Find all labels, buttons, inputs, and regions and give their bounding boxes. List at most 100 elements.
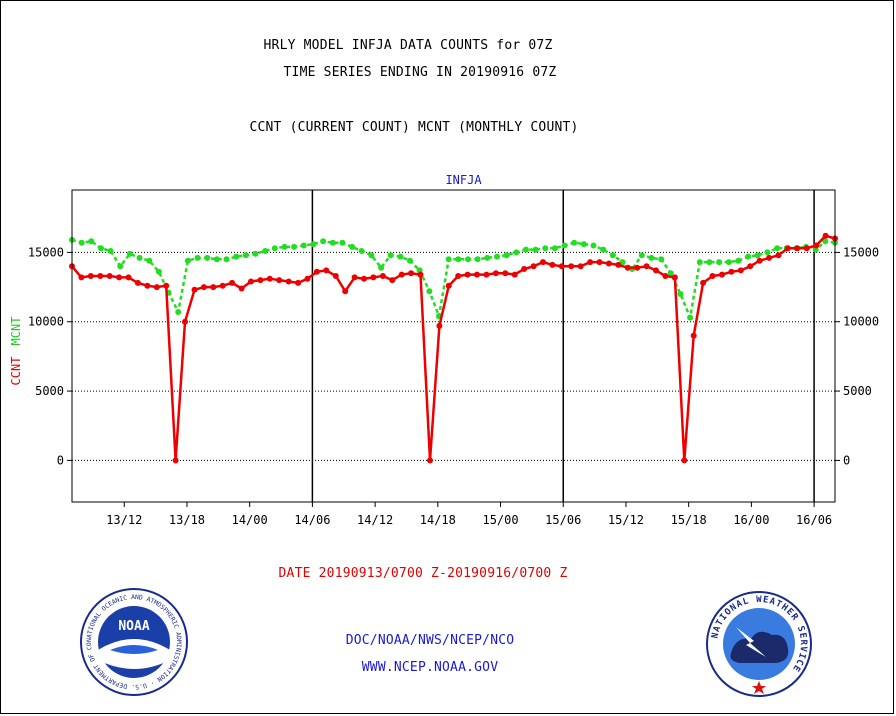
y-tick-label-left: 10000: [28, 315, 64, 329]
data-point-ccnt: [653, 267, 659, 274]
data-point-mcnt: [503, 252, 510, 259]
data-point-ccnt: [78, 274, 85, 281]
data-point-ccnt: [144, 282, 151, 289]
data-point-ccnt: [229, 279, 236, 286]
y-tick-label-right: 5000: [843, 384, 872, 398]
axis-layer: 0 0 5000 5000 10000 10000 15000 15000 13/12 13/18…: [28, 245, 879, 527]
data-point-mcnt: [754, 252, 761, 259]
data-point-ccnt: [417, 271, 424, 278]
data-point-ccnt: [210, 284, 217, 291]
data-point-ccnt: [483, 271, 490, 278]
data-point-mcnt: [745, 253, 752, 260]
data-point-mcnt: [638, 252, 645, 259]
data-point-mcnt: [822, 238, 829, 245]
data-point-mcnt: [426, 288, 433, 295]
data-point-mcnt: [281, 243, 288, 250]
data-point-ccnt: [681, 457, 688, 464]
data-point-mcnt: [600, 246, 607, 253]
data-point-ccnt: [304, 275, 311, 282]
data-point-ccnt: [87, 273, 94, 279]
data-point-ccnt: [398, 271, 405, 278]
data-point-ccnt: [248, 278, 254, 285]
data-point-ccnt: [794, 245, 801, 252]
data-point-mcnt: [117, 263, 124, 270]
y-axis-label-mcnt: MCNT: [9, 317, 23, 346]
x-tick-label: 14/00: [232, 513, 268, 527]
data-point-mcnt: [175, 309, 182, 315]
data-point-mcnt: [252, 250, 259, 257]
data-point-ccnt: [530, 263, 537, 270]
data-point-mcnt: [368, 252, 375, 259]
data-point-mcnt: [407, 257, 413, 264]
data-point-mcnt: [494, 253, 500, 260]
x-tick-label: 16/00: [733, 513, 769, 527]
data-point-mcnt: [194, 254, 201, 261]
noaa-logo-text: NOAA: [118, 619, 149, 634]
x-tick-label: 14/06: [294, 513, 330, 527]
data-point-ccnt: [737, 267, 744, 274]
data-point-mcnt: [358, 248, 365, 254]
grid-layer: [72, 190, 835, 502]
data-point-mcnt: [271, 245, 278, 252]
data-point-mcnt: [262, 248, 269, 254]
data-point-ccnt: [332, 273, 339, 279]
data-point-ccnt: [257, 277, 264, 284]
data-point-mcnt: [764, 249, 771, 256]
data-point-mcnt: [339, 239, 346, 246]
data-point-mcnt: [310, 241, 317, 248]
data-point-mcnt: [387, 252, 394, 259]
data-point-ccnt: [822, 232, 829, 239]
data-point-ccnt: [615, 261, 622, 268]
data-point-mcnt: [136, 254, 143, 261]
data-point-mcnt: [551, 245, 558, 252]
chart-title-line-2: TIME SERIES ENDING IN 20190916 07Z: [283, 65, 557, 80]
data-point-mcnt: [542, 245, 549, 252]
data-point-ccnt: [106, 273, 113, 279]
data-point-ccnt: [605, 260, 612, 267]
x-tick-label: 15/00: [482, 513, 518, 527]
data-point-mcnt: [223, 256, 230, 263]
data-point-mcnt: [667, 270, 674, 277]
data-point-ccnt: [709, 273, 716, 279]
data-point-ccnt: [219, 282, 226, 289]
data-point-mcnt: [474, 256, 481, 263]
data-point-ccnt: [747, 263, 754, 270]
plot-border: [71, 189, 836, 503]
data-point-mcnt: [706, 259, 713, 266]
data-point-ccnt: [445, 282, 452, 289]
credit-line-2: WWW.NCEP.NOAA.GOV: [361, 660, 499, 675]
data-point-ccnt: [97, 273, 104, 279]
data-point-ccnt: [671, 274, 678, 281]
data-point-ccnt: [596, 259, 603, 266]
series-layer: [69, 232, 838, 464]
data-point-ccnt: [389, 277, 396, 284]
data-point-mcnt: [735, 257, 742, 264]
data-point-ccnt: [728, 268, 735, 275]
data-point-ccnt: [125, 274, 132, 281]
data-point-mcnt: [329, 239, 336, 246]
data-point-mcnt: [155, 268, 162, 275]
data-point-ccnt: [643, 263, 650, 270]
data-point-ccnt: [200, 284, 207, 291]
data-point-mcnt: [725, 259, 732, 266]
data-point-mcnt: [378, 264, 385, 271]
y-tick-label-left: 0: [57, 453, 64, 467]
data-point-mcnt: [213, 256, 220, 263]
data-point-ccnt: [295, 279, 302, 286]
data-point-ccnt: [502, 270, 509, 277]
data-point-mcnt: [513, 249, 520, 256]
data-point-ccnt: [803, 245, 810, 252]
y-tick-label-right: 15000: [843, 245, 879, 259]
data-point-mcnt: [107, 248, 114, 254]
data-point-ccnt: [464, 271, 471, 278]
data-point-mcnt: [126, 250, 133, 257]
series-line-mcnt: [71, 238, 836, 319]
data-point-ccnt: [690, 332, 697, 339]
data-point-ccnt: [172, 457, 179, 464]
data-point-mcnt: [204, 254, 211, 261]
data-point-mcnt: [233, 253, 240, 260]
national-weather-service-logo: NATIONAL WEATHER SERVICE: [706, 591, 812, 697]
data-point-ccnt: [549, 261, 556, 268]
plot-title: INFJA: [445, 173, 482, 187]
